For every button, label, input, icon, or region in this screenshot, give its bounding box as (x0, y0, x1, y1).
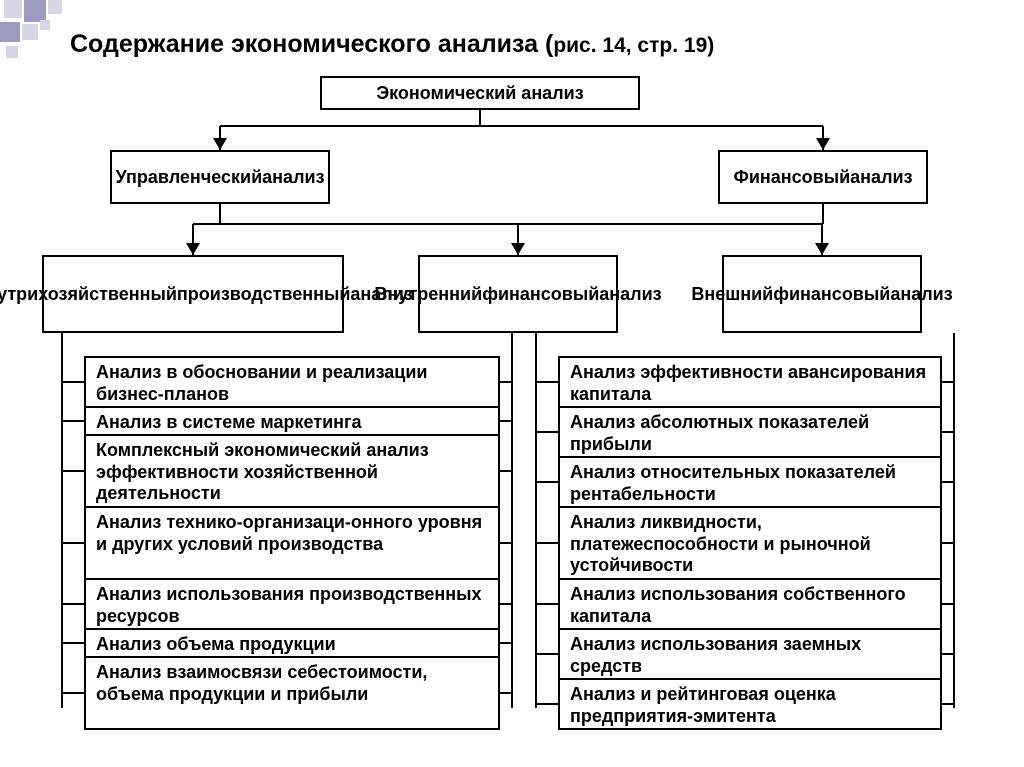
left-item-6: Анализ взаимосвязи себестоимости, объема… (84, 656, 500, 730)
left-item-0: Анализ в обосновании и реализации бизнес… (84, 356, 500, 408)
left-item-1: Анализ в системе маркетинга (84, 406, 500, 436)
right-item-6: Анализ и рейтинговая оценка предприятия-… (558, 678, 942, 730)
level2-box-1: Финансовыйанализ (718, 150, 928, 204)
level3-box-1: Внутреннийфинансовыйанализ (418, 255, 618, 333)
right-item-3: Анализ ликвидности, платежеспособности и… (558, 506, 942, 580)
right-item-1: Анализ абсолютных показателей прибыли (558, 406, 942, 458)
right-item-2: Анализ относительных показателей рентабе… (558, 456, 942, 508)
title-sub: рис. 14, стр. 19) (553, 34, 714, 57)
level3-box-2: Внешнийфинансовыйанализ (722, 255, 922, 333)
right-item-0: Анализ эффективности авансирования капит… (558, 356, 942, 408)
left-item-5: Анализ объема продукции (84, 628, 500, 658)
level3-box-0: Внутрихозяйственныйпроизводственныйанали… (42, 255, 344, 333)
level2-box-0: Управленческийанализ (110, 150, 330, 204)
left-item-4: Анализ использования производственных ре… (84, 578, 500, 630)
left-item-3: Анализ технико-организаци-онного уровня … (84, 506, 500, 580)
title-main: Содержание экономического анализа ( (70, 30, 553, 58)
page-title: Содержание экономического анализа (рис. … (70, 30, 714, 59)
right-item-4: Анализ использования собственного капита… (558, 578, 942, 630)
left-item-2: Комплексный экономический анализ эффекти… (84, 434, 500, 508)
right-item-5: Анализ использования заемных средств (558, 628, 942, 680)
root-box: Экономический анализ (320, 76, 640, 110)
